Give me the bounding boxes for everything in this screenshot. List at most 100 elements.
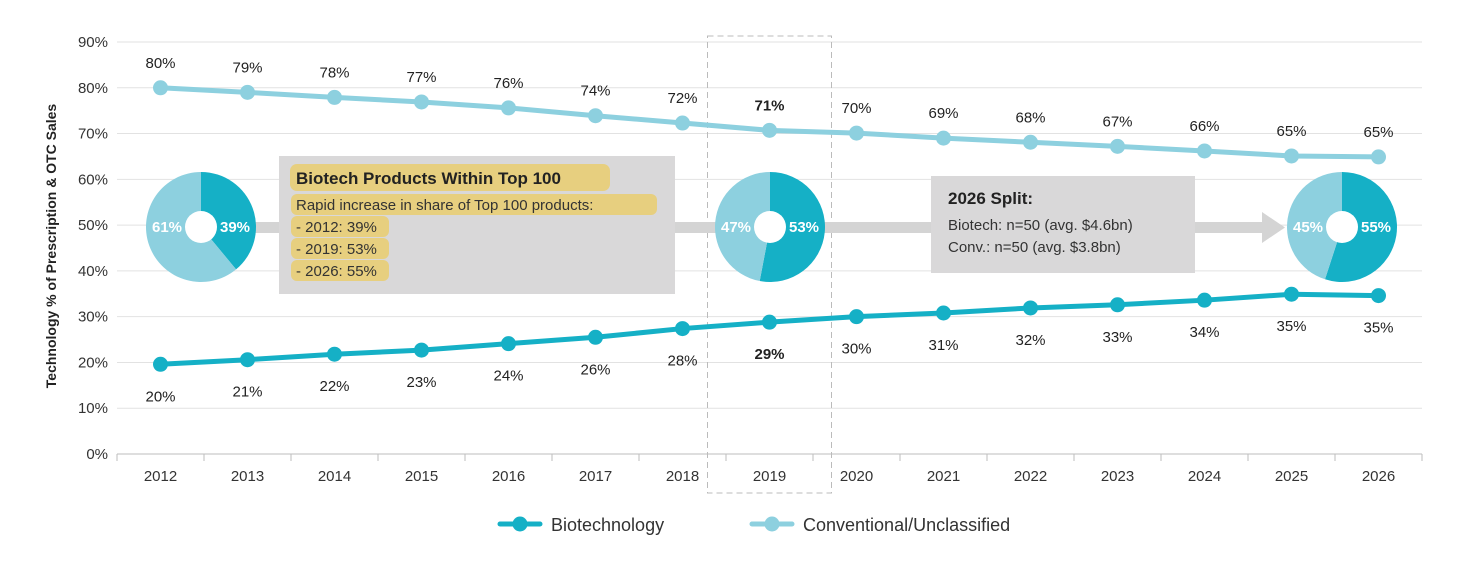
x-tick-label: 2024	[1188, 468, 1221, 485]
x-tick-label: 2015	[405, 468, 438, 485]
pie-slice-biotech	[1325, 172, 1397, 282]
x-tick-label: 2017	[579, 468, 612, 485]
callout-top100-line: - 2026: 55%	[296, 263, 377, 280]
x-tick-label: 2022	[1014, 468, 1047, 485]
series-layer	[153, 80, 1386, 372]
x-tick-label: 2021	[927, 468, 960, 485]
pie-slice-conventional	[715, 172, 770, 282]
pie-label-conventional: 47%	[721, 219, 751, 236]
data-point	[327, 346, 342, 362]
data-point	[1371, 149, 1386, 165]
data-point	[1197, 143, 1212, 159]
data-label: 29%	[754, 346, 784, 363]
data-label: 70%	[841, 100, 871, 117]
data-label: 33%	[1102, 329, 1132, 346]
data-label: 65%	[1276, 123, 1306, 140]
y-tick-label: 40%	[78, 263, 108, 280]
data-point	[414, 342, 429, 358]
pie-label-conventional: 61%	[152, 219, 182, 236]
data-label: 26%	[580, 361, 610, 378]
x-tick-label: 2020	[840, 468, 873, 485]
legend-swatch-marker	[764, 516, 780, 532]
x-tick-label: 2026	[1362, 468, 1395, 485]
data-point	[1110, 297, 1125, 313]
x-tick-label: 2025	[1275, 468, 1308, 485]
callout-layer: Biotech Products Within Top 100 Rapid inc…	[279, 156, 1195, 294]
x-tick-label: 2013	[231, 468, 264, 485]
x-tick-label: 2019	[753, 468, 786, 485]
data-label: 69%	[928, 105, 958, 122]
pie-label-biotech: 55%	[1361, 219, 1391, 236]
legend-layer: Biotechnology Conventional/Unclassified	[497, 515, 1010, 535]
data-point	[849, 309, 864, 325]
x-tick-label: 2012	[144, 468, 177, 485]
pie-2026: 55% 45%	[1287, 172, 1397, 282]
pie-label-biotech: 53%	[789, 219, 819, 236]
data-point	[1023, 300, 1038, 316]
data-label: 66%	[1189, 118, 1219, 135]
data-label: 35%	[1276, 318, 1306, 335]
callout-top100-line-highlight	[291, 260, 389, 281]
data-label: 77%	[406, 69, 436, 86]
pie-hole	[1326, 211, 1358, 243]
legend-label: Conventional/Unclassified	[803, 515, 1010, 535]
y-tick-label: 30%	[78, 309, 108, 326]
data-point	[1284, 286, 1299, 302]
data-point	[762, 122, 777, 138]
data-point	[936, 305, 951, 321]
data-point	[588, 329, 603, 345]
data-label: 67%	[1102, 113, 1132, 130]
y-tick-label: 70%	[78, 126, 108, 143]
pie-hole	[754, 211, 786, 243]
y-tick-label: 50%	[78, 217, 108, 234]
legend-item-biotechnology: Biotechnology	[497, 515, 664, 535]
highlight-box-2019	[707, 35, 832, 494]
callout-top100-line-highlight	[291, 194, 657, 215]
data-point	[1284, 148, 1299, 164]
callout-top100-line: Rapid increase in share of Top 100 produ…	[296, 197, 593, 214]
y-tick-label: 10%	[78, 400, 108, 417]
data-label: 65%	[1363, 124, 1393, 141]
series-conventional	[153, 80, 1386, 165]
data-label: 80%	[145, 55, 175, 72]
data-point	[414, 94, 429, 110]
data-label: 24%	[493, 368, 523, 385]
data-label: 74%	[580, 83, 610, 100]
y-tick-label: 60%	[78, 171, 108, 188]
x-tick-label: 2014	[318, 468, 351, 485]
data-label: 22%	[319, 378, 349, 395]
data-label: 28%	[667, 353, 697, 370]
data-point	[762, 314, 777, 330]
y-tick-label: 90%	[78, 34, 108, 51]
series-biotechnology	[153, 286, 1386, 372]
legend-label: Biotechnology	[551, 515, 664, 535]
data-point	[1371, 288, 1386, 304]
y-axis-title: Technology % of Prescription & OTC Sales	[43, 104, 59, 389]
data-point	[153, 80, 168, 96]
y-tick-label: 0%	[86, 446, 108, 463]
pie-slice-biotech	[759, 172, 825, 282]
callout-split-line: Biotech: n=50 (avg. $4.6bn)	[948, 217, 1133, 234]
data-point	[1197, 292, 1212, 308]
data-label: 35%	[1363, 320, 1393, 337]
data-point	[1110, 138, 1125, 154]
data-label: 78%	[319, 64, 349, 81]
data-label: 20%	[145, 388, 175, 405]
callout-split-box	[931, 176, 1195, 273]
data-label: 68%	[1015, 109, 1045, 126]
callout-top100-line: - 2019: 53%	[296, 241, 377, 258]
pie-slice-biotech	[201, 172, 256, 270]
axis-layer: 0% 10% 20% 30% 40% 50% 60% 70% 80% 90% 2012 2013 201…	[43, 34, 1423, 494]
data-label: 21%	[232, 384, 262, 401]
callout-top100-line-highlight	[291, 238, 389, 259]
arrow-head	[1262, 212, 1285, 243]
data-label: 34%	[1189, 324, 1219, 341]
x-tick-label: 2018	[666, 468, 699, 485]
data-label: 23%	[406, 374, 436, 391]
x-tick-label: 2016	[492, 468, 525, 485]
data-label: 71%	[754, 97, 784, 114]
pie-layer: 39% 61% 53% 47% 55% 45%	[146, 172, 1397, 282]
y-tick-label: 20%	[78, 354, 108, 371]
y-tick-label: 80%	[78, 80, 108, 97]
